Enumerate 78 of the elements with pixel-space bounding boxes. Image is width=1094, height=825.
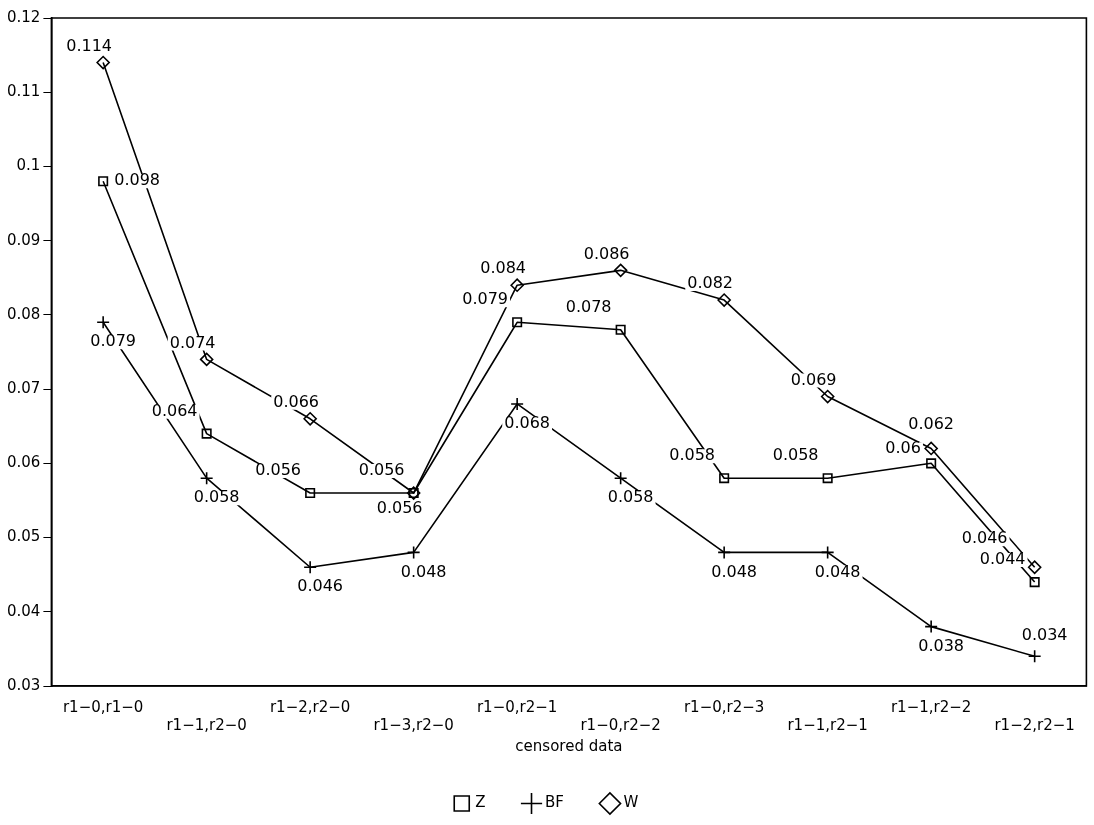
- data-label: 0.056: [255, 460, 302, 480]
- point: [199, 352, 214, 367]
- point: [305, 487, 316, 499]
- point: [924, 619, 938, 634]
- y-tick-label: 0.06: [6, 453, 41, 472]
- data-label: 0.048: [814, 561, 861, 581]
- data-label: 0.114: [66, 35, 113, 55]
- y-tick-label: 0.08: [6, 304, 41, 323]
- point: [820, 389, 835, 404]
- point: [1027, 560, 1042, 575]
- data-label: 0.062: [908, 413, 955, 433]
- x-tick-label: r1−1,r2−0: [166, 715, 247, 734]
- x-tick-label: r1−0,r1−0: [62, 697, 144, 716]
- data-label: 0.056: [376, 498, 423, 518]
- x-tick-label: r1−2,r2−0: [269, 697, 351, 716]
- data-label: 0.074: [169, 332, 216, 352]
- point: [199, 471, 214, 485]
- y-tick-label: 0.04: [6, 601, 41, 620]
- data-label: 0.082: [687, 273, 734, 293]
- legend-label: BF: [545, 793, 564, 812]
- point: [406, 545, 421, 560]
- data-label: 0.058: [193, 487, 240, 507]
- point: [926, 458, 937, 469]
- data-label: 0.058: [669, 445, 716, 465]
- data-label: 0.056: [358, 460, 405, 480]
- y-tick-label: 0.1: [16, 156, 41, 175]
- y-tick-label: 0.11: [6, 82, 41, 101]
- data-label: 0.068: [504, 413, 551, 433]
- point: [512, 317, 523, 328]
- data-label: 0.038: [918, 635, 965, 655]
- point: [719, 473, 730, 484]
- point: [98, 176, 109, 187]
- data-label: 0.048: [711, 561, 758, 581]
- y-tick-label: 0.12: [6, 7, 41, 26]
- data-label: 0.046: [297, 576, 344, 596]
- point: [510, 278, 524, 292]
- legend-label: W: [623, 793, 639, 812]
- data-label: 0.084: [480, 258, 527, 278]
- x-tick-label: r1−0,r2−3: [683, 697, 765, 716]
- x-tick-label: r1−0,r2−1: [476, 697, 558, 716]
- legend-label: Z: [475, 793, 486, 812]
- data-label: 0.064: [151, 400, 198, 420]
- data-label: 0.044: [979, 549, 1026, 569]
- y-tick-label: 0.09: [6, 230, 41, 249]
- data-label: 0.058: [772, 445, 819, 465]
- point: [924, 441, 938, 456]
- point: [1027, 649, 1042, 664]
- point: [615, 324, 626, 335]
- data-label: 0.06: [885, 438, 921, 458]
- point: [303, 412, 317, 426]
- point: [1029, 577, 1040, 588]
- data-label: 0.046: [961, 528, 1008, 548]
- data-label: 0.058: [607, 487, 654, 507]
- x-tick-label: r1−1,r2−1: [787, 715, 868, 734]
- x-tick-label: r1−1,r2−2: [890, 697, 972, 716]
- data-label: 0.079: [90, 331, 137, 351]
- x-tick-label: r1−2,r2−1: [994, 715, 1075, 734]
- x-axis-title: censored data: [515, 736, 623, 755]
- point: [717, 293, 731, 307]
- x-tick-label: r1−0,r2−2: [580, 715, 661, 734]
- data-label: 0.078: [565, 296, 612, 316]
- y-tick-label: 0.05: [6, 527, 41, 546]
- x-tick-label: r1−3,r2−0: [373, 715, 454, 734]
- point: [613, 471, 628, 485]
- data-label: 0.069: [790, 369, 837, 389]
- point: [613, 263, 628, 278]
- data-label: 0.034: [1021, 625, 1068, 645]
- data-label: 0.098: [114, 170, 161, 190]
- y-tick-label: 0.07: [6, 379, 41, 397]
- data-label: 0.066: [273, 391, 320, 411]
- data-label: 0.079: [462, 289, 509, 309]
- point: [820, 545, 835, 560]
- data-label: 0.048: [400, 561, 447, 581]
- point: [96, 55, 110, 70]
- point: [822, 473, 833, 484]
- data-label: 0.086: [583, 243, 630, 263]
- point: [201, 428, 212, 439]
- y-tick-label: 0.03: [6, 675, 41, 694]
